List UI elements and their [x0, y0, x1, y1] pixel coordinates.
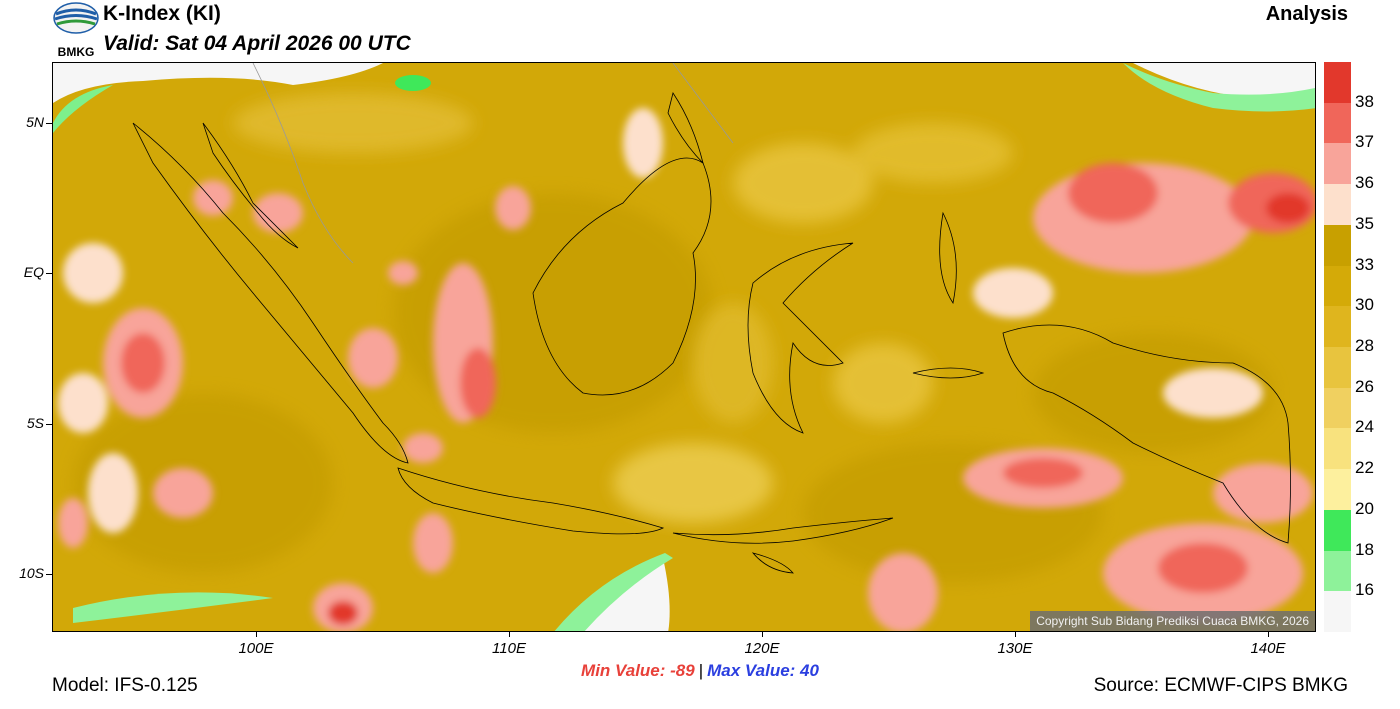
legend-swatch [1324, 265, 1351, 307]
valid-time: Valid: Sat 04 April 2026 00 UTC [103, 32, 411, 55]
legend-swatch [1324, 347, 1351, 389]
legend-label: 22 [1355, 458, 1374, 478]
lat-label-5n: 5N [26, 114, 44, 130]
lon-label-130e: 130E [997, 640, 1033, 657]
legend-swatch [1324, 509, 1351, 552]
legend-label: 36 [1355, 173, 1374, 193]
lon-tick [1268, 632, 1269, 637]
k-index-map: Copyright Sub Bidang Prediksi Cuaca BMKG… [52, 62, 1316, 632]
min-value: Min Value: -89 [581, 661, 695, 680]
legend-swatch [1324, 428, 1351, 470]
legend-label: 35 [1355, 213, 1374, 233]
lon-tick [509, 632, 510, 637]
bmkg-logo: BMKG [52, 1, 100, 59]
legend-swatch [1324, 469, 1351, 511]
svg-text:BMKG: BMKG [58, 45, 95, 59]
chart-title: K-Index (KI) [103, 2, 221, 25]
legend-swatch [1324, 62, 1351, 104]
min-max-values: Min Value: -89 | Max Value: 40 [0, 661, 1400, 681]
lon-label-120e: 120E [744, 640, 780, 657]
lon-tick [256, 632, 257, 637]
lat-tick [46, 424, 52, 425]
legend-label: 33 [1355, 254, 1374, 274]
source-label: Source: ECMWF-CIPS BMKG [1093, 675, 1348, 696]
legend-swatch [1324, 591, 1351, 633]
legend-swatch [1324, 387, 1351, 429]
lon-label-140e: 140E [1250, 640, 1286, 657]
legend-label: 30 [1355, 295, 1374, 315]
legend-label: 20 [1355, 498, 1374, 518]
lat-tick [46, 123, 52, 124]
legend-swatch [1324, 306, 1351, 348]
lat-tick [46, 273, 52, 274]
legend-label: 18 [1355, 539, 1374, 559]
lat-label-10s: 10S [19, 565, 44, 581]
separator: | [698, 661, 704, 680]
analysis-label: Analysis [1265, 3, 1348, 25]
legend-swatch [1324, 224, 1351, 267]
legend-label: 28 [1355, 336, 1374, 355]
legend-label: 38 [1355, 91, 1374, 111]
legend-label: 37 [1355, 132, 1374, 152]
legend-swatch [1324, 143, 1351, 185]
color-legend [1324, 62, 1351, 633]
lat-label-5s: 5S [26, 415, 44, 431]
legend-label: 24 [1355, 417, 1374, 437]
lon-tick [1015, 632, 1016, 637]
model-label: Model: IFS-0.125 [52, 675, 198, 696]
legend-swatch [1324, 184, 1351, 226]
legend-label: 16 [1355, 580, 1374, 600]
lat-label-eq: EQ [23, 264, 44, 280]
legend-swatch [1324, 550, 1351, 592]
max-value: Max Value: 40 [707, 661, 819, 680]
lon-label-100e: 100E [238, 640, 274, 657]
lon-tick [762, 632, 763, 637]
lat-tick [46, 574, 52, 575]
lon-label-110e: 110E [492, 640, 526, 657]
legend-label: 26 [1355, 376, 1374, 396]
legend-swatch [1324, 102, 1351, 144]
copyright-notice: Copyright Sub Bidang Prediksi Cuaca BMKG… [1030, 611, 1315, 631]
